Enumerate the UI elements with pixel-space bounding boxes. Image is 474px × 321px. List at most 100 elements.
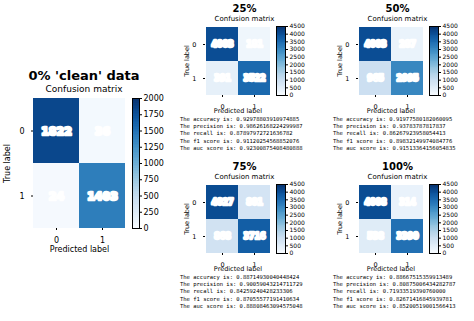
svg-text:True label: True label	[336, 45, 344, 78]
svg-text:1: 1	[192, 74, 196, 82]
svg-text:0: 0	[289, 91, 293, 98]
svg-text:3500: 3500	[289, 37, 304, 44]
svg-text:0: 0	[19, 126, 24, 135]
svg-text:0: 0	[192, 198, 196, 206]
svg-text:500: 500	[442, 241, 454, 248]
svg-text:1: 1	[345, 232, 349, 240]
svg-text:965: 965	[367, 74, 384, 83]
svg-text:2000: 2000	[144, 94, 164, 103]
svg-text:868: 868	[214, 232, 231, 241]
svg-text:1: 1	[19, 191, 24, 200]
svg-text:1000: 1000	[442, 76, 457, 83]
svg-text:250: 250	[144, 207, 159, 216]
svg-text:True label: True label	[183, 203, 191, 236]
html-text:The accuracy is: 0.88714930040: The accuracy is: 0.88714930040448424 The…	[180, 273, 303, 310]
svg-text:2000: 2000	[442, 60, 457, 67]
svg-text:True label: True label	[3, 144, 12, 184]
html-text:The accuracy is: 0.91977580182: The accuracy is: 0.91977580182060095 The…	[333, 115, 456, 152]
svg-text:1500: 1500	[442, 68, 457, 75]
svg-text:4500: 4500	[442, 23, 457, 29]
svg-text:391: 391	[214, 74, 231, 83]
svg-text:True label: True label	[183, 45, 191, 78]
svg-text:0: 0	[442, 91, 446, 98]
svg-text:True label: True label	[336, 203, 344, 236]
svg-text:2500: 2500	[289, 211, 304, 218]
svg-text:4003: 4003	[364, 40, 386, 49]
svg-text:2500: 2500	[442, 53, 457, 60]
svg-text:1: 1	[192, 232, 196, 240]
svg-text:500: 500	[289, 241, 301, 248]
svg-text:750: 750	[144, 175, 159, 184]
svg-text:Predicted label: Predicted label	[50, 244, 109, 253]
svg-text:3000: 3000	[289, 203, 304, 210]
svg-text:4500: 4500	[442, 181, 457, 187]
html-text:75%: 75%	[232, 160, 257, 172]
svg-text:3000: 3000	[289, 45, 304, 52]
svg-text:3716: 3716	[243, 232, 266, 241]
svg-text:2000: 2000	[442, 218, 457, 225]
svg-text:24: 24	[49, 189, 65, 202]
svg-text:3522: 3522	[243, 74, 265, 83]
svg-text:3000: 3000	[442, 203, 457, 210]
svg-text:0: 0	[442, 249, 446, 256]
svg-text:3390: 3390	[396, 232, 419, 241]
svg-text:1: 1	[345, 74, 349, 82]
svg-text:500: 500	[442, 83, 454, 90]
svg-text:4000: 4000	[289, 188, 304, 195]
html-text:The accuracy is: 0.88667515359: The accuracy is: 0.88667515359913489 The…	[333, 273, 456, 310]
svg-text:2000: 2000	[289, 60, 304, 67]
svg-text:181: 181	[246, 40, 263, 49]
svg-text:3500: 3500	[442, 195, 457, 202]
svg-text:2500: 2500	[289, 53, 304, 60]
svg-text:314: 314	[399, 198, 416, 207]
svg-text:4008: 4008	[364, 198, 387, 207]
svg-text:36: 36	[95, 124, 111, 137]
svg-text:2500: 2500	[442, 211, 457, 218]
svg-text:287: 287	[399, 40, 416, 49]
svg-text:4000: 4000	[442, 188, 457, 195]
html-text:25%: 25%	[232, 2, 257, 14]
svg-text:0: 0	[192, 40, 196, 48]
svg-text:3000: 3000	[442, 45, 457, 52]
svg-text:4000: 4000	[289, 30, 304, 37]
html-text:100%: 100%	[382, 160, 413, 172]
svg-text:Predicted label: Predicted label	[366, 264, 414, 272]
svg-text:500: 500	[289, 83, 301, 90]
svg-text:538: 538	[367, 232, 384, 241]
svg-text:4500: 4500	[289, 23, 304, 29]
svg-text:2000: 2000	[289, 218, 304, 225]
svg-text:4003: 4003	[211, 40, 233, 49]
svg-text:0: 0	[345, 40, 349, 48]
svg-text:1000: 1000	[289, 76, 304, 83]
svg-text:4027: 4027	[211, 198, 233, 207]
svg-text:Predicted label: Predicted label	[213, 106, 261, 114]
svg-text:4500: 4500	[289, 181, 304, 187]
svg-text:0: 0	[144, 224, 149, 233]
svg-text:1500: 1500	[144, 126, 164, 135]
svg-text:3500: 3500	[442, 37, 457, 44]
svg-text:1000: 1000	[289, 234, 304, 241]
html-text:The accuracy is: 0.92978803910: The accuracy is: 0.92978803910974885 The…	[180, 115, 303, 152]
svg-text:3500: 3500	[289, 195, 304, 202]
html-text:50%: 50%	[385, 2, 410, 14]
svg-text:0: 0	[289, 249, 293, 256]
svg-text:1500: 1500	[289, 68, 304, 75]
svg-text:0: 0	[345, 198, 349, 206]
html-text:Confusion matrix: Confusion matrix	[45, 83, 123, 94]
svg-text:1000: 1000	[144, 159, 164, 168]
svg-text:1500: 1500	[442, 226, 457, 233]
svg-text:1500: 1500	[289, 226, 304, 233]
svg-text:1403: 1403	[87, 189, 118, 202]
html-text:0% 'clean' data: 0% 'clean' data	[28, 67, 140, 83]
svg-text:801: 801	[246, 198, 263, 207]
html-text:Confusion matrix: Confusion matrix	[214, 14, 275, 23]
svg-text:4000: 4000	[442, 30, 457, 37]
svg-text:2995: 2995	[396, 74, 419, 83]
svg-text:Predicted label: Predicted label	[213, 264, 261, 272]
svg-text:Predicted label: Predicted label	[366, 106, 414, 114]
svg-text:1822: 1822	[41, 124, 72, 137]
svg-text:500: 500	[144, 191, 159, 200]
svg-text:1250: 1250	[144, 142, 164, 151]
svg-text:1750: 1750	[144, 110, 164, 119]
svg-text:1000: 1000	[442, 234, 457, 241]
